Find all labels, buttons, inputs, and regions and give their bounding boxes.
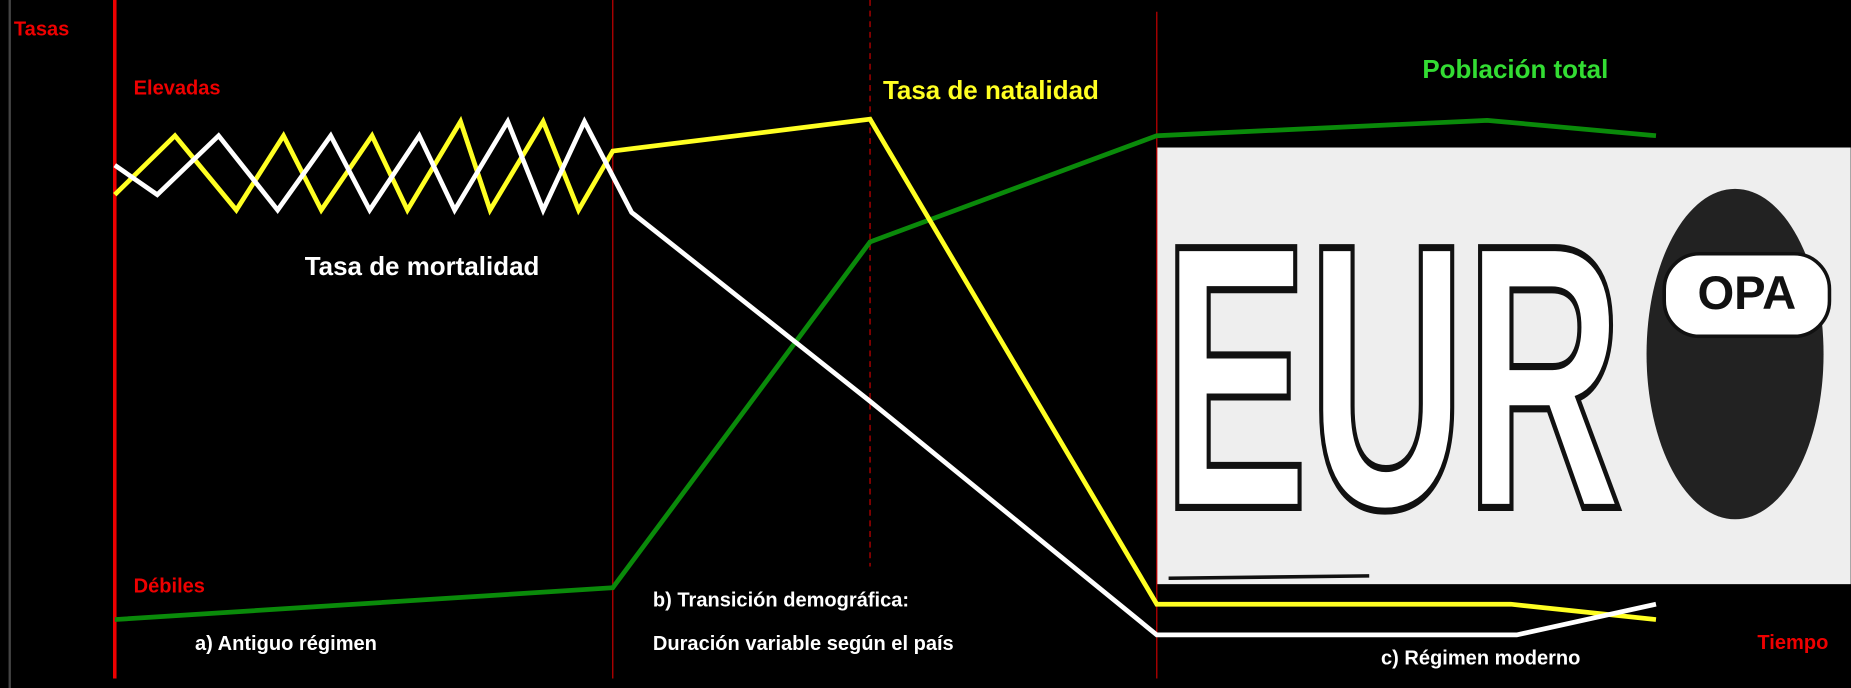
birth-rate-label: Tasa de natalidad	[883, 75, 1099, 105]
population-label: Población total	[1422, 54, 1608, 84]
y-axis-title: Tasas	[14, 18, 69, 40]
phase-c-label: c) Régimen moderno	[1381, 647, 1580, 669]
birth-rate-line	[113, 115, 1657, 622]
x-axis-title: Tiempo	[1757, 632, 1828, 654]
population-line	[114, 118, 1657, 622]
death-rate-line	[113, 116, 1657, 638]
low-label: Débiles	[134, 575, 205, 597]
phase-b-note: Duración variable según el país	[653, 633, 954, 655]
cartoon-sack	[1662, 251, 1832, 339]
cartoon-big-text: EUR	[1163, 166, 1623, 588]
cartoon-small-text: OPA	[1697, 267, 1796, 320]
cartoon-signature	[1168, 574, 1370, 581]
high-label: Elevadas	[134, 77, 221, 99]
cartoon-figure	[1646, 188, 1824, 520]
cartoon: EUR OPA	[1156, 147, 1851, 592]
phase-a-label: a) Antiguo régimen	[195, 633, 377, 655]
phase-b-label: b) Transición demográfica:	[653, 590, 909, 612]
death-rate-label: Tasa de mortalidad	[305, 251, 540, 281]
